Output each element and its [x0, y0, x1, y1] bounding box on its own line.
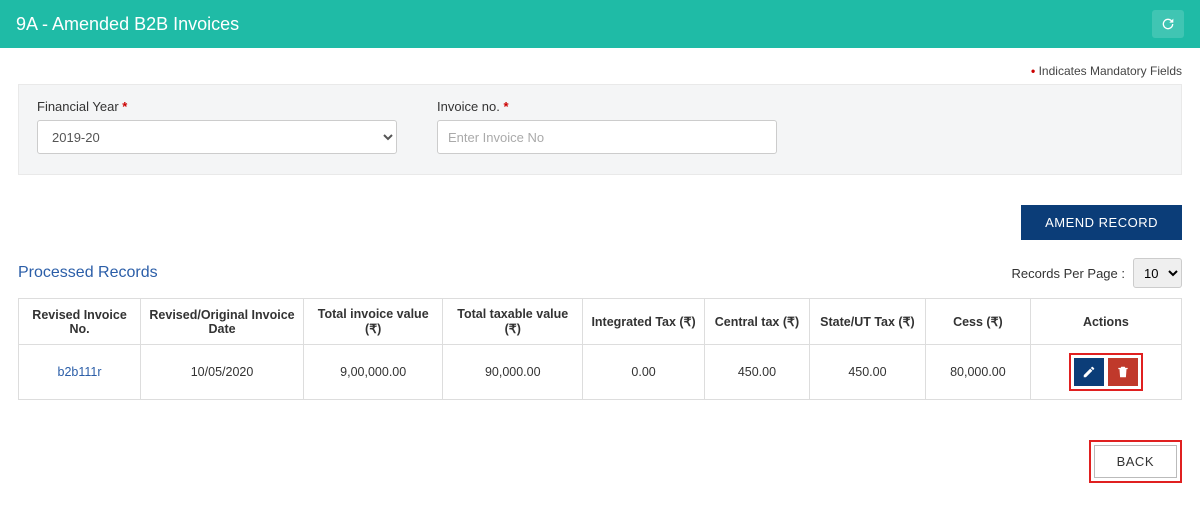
page-header: 9A - Amended B2B Invoices	[0, 0, 1200, 48]
page-title: 9A - Amended B2B Invoices	[16, 14, 239, 35]
required-star-icon: *	[500, 99, 509, 114]
filter-panel: Financial Year * 2019-20 Invoice no. *	[18, 84, 1182, 175]
trash-icon	[1116, 365, 1130, 379]
amend-record-button[interactable]: AMEND RECORD	[1021, 205, 1182, 240]
date-cell: 10/05/2020	[141, 345, 304, 400]
sgst-cell: 450.00	[809, 345, 925, 400]
mandatory-text: Indicates Mandatory Fields	[1039, 64, 1182, 78]
records-per-page-select[interactable]: 10	[1133, 258, 1182, 288]
financial-year-label: Financial Year *	[37, 99, 397, 114]
invoice-no-cell: b2b111r	[19, 345, 141, 400]
amend-row: AMEND RECORD	[18, 205, 1182, 240]
table-row: b2b111r 10/05/20209,00,000.0090,000.000.0…	[19, 345, 1182, 400]
column-header: Total invoice value (₹)	[303, 299, 443, 345]
records-table: Revised Invoice No.Revised/Original Invo…	[18, 298, 1182, 400]
financial-year-select[interactable]: 2019-20	[37, 120, 397, 154]
actions-cell	[1030, 345, 1181, 400]
column-header: Cess (₹)	[926, 299, 1031, 345]
delete-button[interactable]	[1108, 358, 1138, 386]
column-header: Revised Invoice No.	[19, 299, 141, 345]
column-header: State/UT Tax (₹)	[809, 299, 925, 345]
content-area: • Indicates Mandatory Fields Financial Y…	[0, 48, 1200, 499]
column-header: Total taxable value (₹)	[443, 299, 583, 345]
column-header: Integrated Tax (₹)	[583, 299, 705, 345]
footer-row: BACK	[18, 440, 1182, 483]
financial-year-field: Financial Year * 2019-20	[37, 99, 397, 154]
invoice-no-field: Invoice no. *	[437, 99, 777, 154]
back-button[interactable]: BACK	[1094, 445, 1177, 478]
mandatory-star-icon: •	[1031, 64, 1035, 78]
taxable_value-cell: 90,000.00	[443, 345, 583, 400]
invoice-link[interactable]: b2b111r	[58, 365, 102, 379]
igst-cell: 0.00	[583, 345, 705, 400]
processed-records-title: Processed Records	[18, 264, 158, 282]
back-highlight: BACK	[1089, 440, 1182, 483]
cgst-cell: 450.00	[705, 345, 810, 400]
invoice-no-label: Invoice no. *	[437, 99, 777, 114]
actions-highlight	[1069, 353, 1143, 391]
total_value-cell: 9,00,000.00	[303, 345, 443, 400]
required-star-icon: *	[119, 99, 128, 114]
edit-button[interactable]	[1074, 358, 1104, 386]
section-header-row: Processed Records Records Per Page : 10	[18, 258, 1182, 288]
records-per-page-label: Records Per Page :	[1012, 266, 1125, 281]
column-header: Actions	[1030, 299, 1181, 345]
table-header-row: Revised Invoice No.Revised/Original Invo…	[19, 299, 1182, 345]
mandatory-note: • Indicates Mandatory Fields	[18, 64, 1182, 78]
records-per-page: Records Per Page : 10	[1012, 258, 1182, 288]
column-header: Revised/Original Invoice Date	[141, 299, 304, 345]
refresh-icon	[1160, 16, 1176, 32]
invoice-no-input[interactable]	[437, 120, 777, 154]
refresh-button[interactable]	[1152, 10, 1184, 38]
pencil-icon	[1082, 365, 1096, 379]
cess-cell: 80,000.00	[926, 345, 1031, 400]
column-header: Central tax (₹)	[705, 299, 810, 345]
